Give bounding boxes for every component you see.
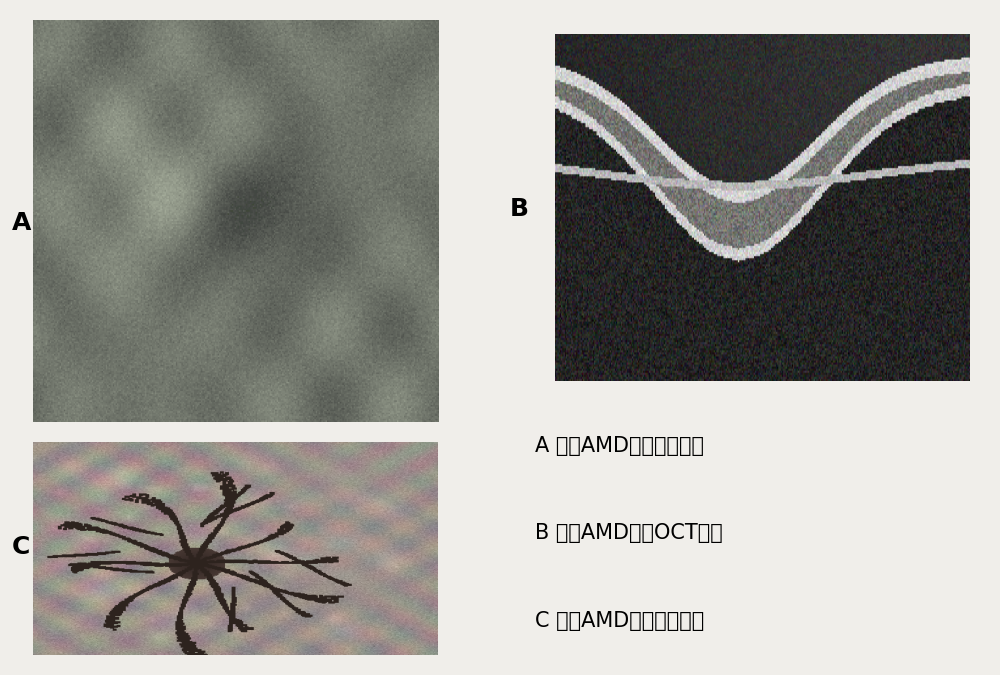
Text: A: A bbox=[12, 211, 31, 235]
Text: A 湿性AMD患者眼底照相: A 湿性AMD患者眼底照相 bbox=[535, 435, 704, 456]
Text: B 湿性AMD患者OCT检查: B 湿性AMD患者OCT检查 bbox=[535, 523, 723, 543]
Text: B: B bbox=[510, 197, 529, 221]
Text: C 湿性AMD患者荧光造影: C 湿性AMD患者荧光造影 bbox=[535, 611, 704, 631]
Text: C: C bbox=[12, 535, 30, 559]
